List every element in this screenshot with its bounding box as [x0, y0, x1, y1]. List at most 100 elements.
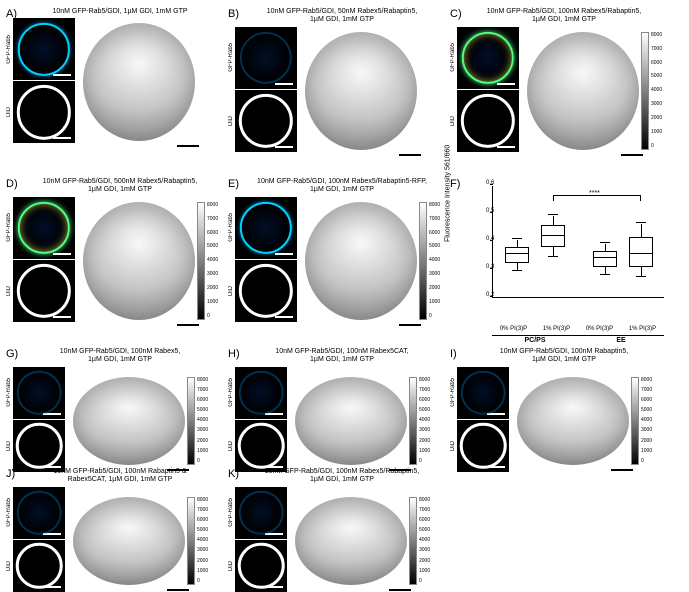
- boxplot-box: [541, 225, 565, 247]
- colorbar-tick: 5000: [641, 408, 652, 413]
- intensity-map: [73, 497, 185, 585]
- colorbar-tick: 3000: [651, 102, 662, 107]
- gfp-thumbnail: [235, 27, 297, 89]
- gfp-thumbnail: [457, 27, 519, 89]
- y-tick: 0.4: [486, 236, 494, 242]
- scale-bar: [167, 589, 189, 591]
- gfp-label: GFP-Rab5: [450, 378, 456, 407]
- colorbar-tick: 7000: [419, 508, 430, 513]
- colorbar-tick: 5000: [207, 244, 218, 249]
- y-tick: 0.3: [486, 264, 494, 270]
- panel-letter: E): [228, 178, 239, 190]
- colorbar-tick: 3000: [207, 272, 218, 277]
- scale-bar: [275, 316, 293, 318]
- gfp-label: GFP-Rab5: [228, 378, 234, 407]
- panel-C: C)10nM GFP-Rab5/GDI, 100nM Rabex5/Rabapt…: [450, 8, 672, 152]
- colorbar-tick: 2000: [419, 439, 430, 444]
- colorbar-tick: 5000: [429, 244, 440, 249]
- colorbar-tick: 4000: [197, 538, 208, 543]
- colorbar-tick: 0: [197, 459, 208, 464]
- colorbar-tick: 1000: [419, 449, 430, 454]
- colorbar: 010002000300040005000600070008000: [409, 377, 417, 465]
- colorbar-tick: 0: [207, 314, 218, 319]
- panel-F: F) Fluorescence Intensity 561/660 **** 0…: [450, 178, 672, 332]
- panel-A: A)10nM GFP-Rab5/GDI, 1µM GDI, 1mM GTPGFP…: [6, 8, 228, 152]
- gfp-label: GFP-Rab5: [450, 43, 456, 72]
- panel-body: GFP-Rab5 DiD: [228, 27, 450, 152]
- colorbar-tick: 8000: [641, 378, 652, 383]
- colorbar-tick: 7000: [197, 508, 208, 513]
- colorbar-tick: 7000: [641, 388, 652, 393]
- colorbar-tick: 7000: [197, 388, 208, 393]
- did-label: DiD: [228, 441, 234, 451]
- colorbar: 010002000300040005000600070008000: [409, 497, 417, 585]
- colorbar: 010002000300040005000600070008000: [419, 202, 427, 320]
- did-label: DiD: [450, 116, 456, 126]
- panel-J: J)10nM GFP-Rab5/GDI, 100nM Rabaptin5 & R…: [6, 468, 228, 592]
- colorbar-tick: 1000: [197, 449, 208, 454]
- scale-bar: [275, 83, 293, 85]
- gfp-thumbnail: [13, 367, 65, 419]
- scale-bar: [389, 589, 411, 591]
- panel-title: 10nM GFP-Rab5/GDI, 100nM Rabex5, 1µM GDI…: [20, 348, 220, 365]
- colorbar: 010002000300040005000600070008000: [631, 377, 639, 465]
- y-axis-label: Fluorescence Intensity 561/660: [445, 145, 452, 242]
- did-thumbnail: [457, 90, 519, 152]
- colorbar-tick: 1000: [197, 569, 208, 574]
- scale-bar: [43, 533, 61, 535]
- panel-body: GFP-Rab5DiD: [6, 18, 228, 143]
- figure-row-4: J)10nM GFP-Rab5/GDI, 100nM Rabaptin5 & R…: [6, 468, 506, 592]
- colorbar-tick: 4000: [207, 258, 218, 263]
- scale-bar: [265, 533, 283, 535]
- did-label: DiD: [6, 561, 12, 571]
- panel-letter: B): [228, 8, 239, 20]
- scale-bar: [399, 324, 421, 326]
- colorbar-tick: 1000: [207, 300, 218, 305]
- panel-G: G)10nM GFP-Rab5/GDI, 100nM Rabex5, 1µM G…: [6, 348, 228, 472]
- colorbar-tick: 8000: [419, 378, 430, 383]
- panel-title: 10nM GFP-Rab5/GDI, 100nM Rabex5/Rabaptin…: [464, 8, 664, 25]
- colorbar-tick: 5000: [197, 528, 208, 533]
- colorbar-tick: 2000: [197, 439, 208, 444]
- panel-body: GFP-Rab5DiD01000200030004000500060007000…: [228, 197, 450, 322]
- colorbar-tick: 4000: [641, 418, 652, 423]
- scale-bar: [265, 413, 283, 415]
- colorbar-tick: 0: [419, 459, 430, 464]
- boxplot-chart: Fluorescence Intensity 561/660 **** 0.20…: [468, 182, 668, 332]
- scale-bar: [43, 413, 61, 415]
- intensity-map: [305, 202, 417, 320]
- gfp-label: GFP-Rab5: [6, 498, 12, 527]
- group-label: EE: [578, 335, 664, 344]
- gfp-label: GFP-Rab5: [228, 43, 234, 72]
- scale-bar: [497, 83, 515, 85]
- gfp-thumbnail: [457, 367, 509, 419]
- colorbar: 010002000300040005000600070008000: [197, 202, 205, 320]
- colorbar-tick: 8000: [207, 203, 218, 208]
- scale-bar: [399, 154, 421, 156]
- colorbar-tick: 2000: [207, 286, 218, 291]
- did-label: DiD: [228, 116, 234, 126]
- colorbar-tick: 8000: [419, 498, 430, 503]
- colorbar-tick: 8000: [197, 378, 208, 383]
- gfp-thumbnail: [13, 197, 75, 259]
- x-tick-label: 0% PI(3)P: [492, 326, 535, 332]
- did-thumbnail: [235, 260, 297, 322]
- did-thumbnail: [13, 81, 75, 143]
- panel-body: GFP-Rab5DiD01000200030004000500060007000…: [450, 367, 672, 472]
- colorbar: 010002000300040005000600070008000: [187, 497, 195, 585]
- did-label: DiD: [228, 286, 234, 296]
- plot-area: ****: [492, 186, 664, 298]
- colorbar-tick: 3000: [197, 428, 208, 433]
- did-thumbnail: [235, 540, 287, 592]
- did-thumbnail: [13, 540, 65, 592]
- panel-letter: H): [228, 348, 240, 360]
- x-tick-label: 1% PI(3)P: [621, 326, 664, 332]
- panel-body: GFP-Rab5DiD01000200030004000500060007000…: [6, 197, 228, 322]
- panel-title: 10nM GFP-Rab5/GDI, 100nM Rabex5/Rabaptin…: [242, 178, 442, 195]
- panel-letter: C): [450, 8, 462, 20]
- did-label: DiD: [6, 441, 12, 451]
- scale-bar: [53, 137, 71, 139]
- panel-E: E)10nM GFP-Rab5/GDI, 100nM Rabex5/Rabapt…: [228, 178, 450, 332]
- panel-body: GFP-Rab5DiD01000200030004000500060007000…: [450, 27, 672, 152]
- colorbar-tick: 8000: [429, 203, 440, 208]
